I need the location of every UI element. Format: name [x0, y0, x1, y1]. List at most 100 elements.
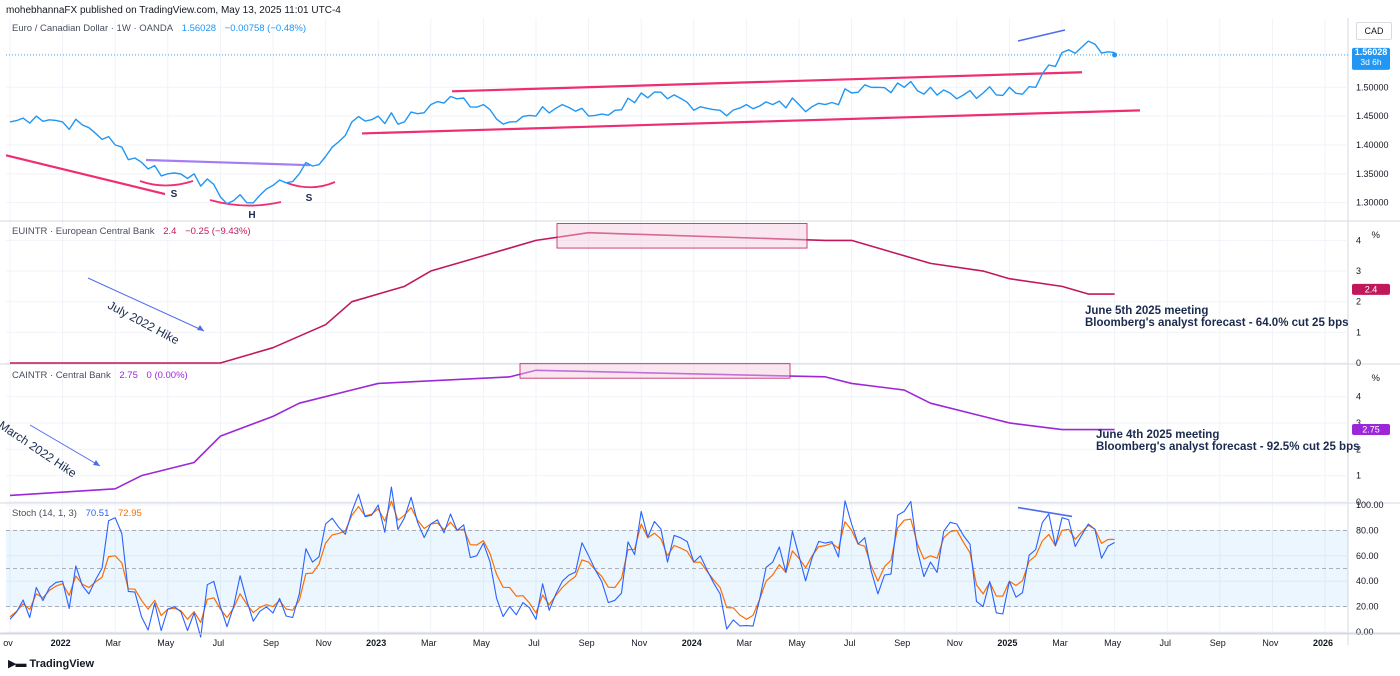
price-series-line	[9, 40, 1115, 205]
axis-tick-label: 2	[1356, 297, 1361, 307]
ecb-legend: EUINTR · European Central Bank 2.4 −0.25…	[12, 226, 257, 237]
downtrend-line	[5, 154, 166, 196]
pattern-label: S	[171, 189, 178, 200]
ecb-meeting-title: June 5th 2025 meeting	[1085, 305, 1209, 317]
axis-tick-label: 1.35000	[1356, 169, 1389, 179]
boc-tag	[1352, 424, 1390, 436]
ecb-hike-arrow	[87, 277, 205, 332]
stoch-band	[6, 530, 1348, 607]
axis-tick-label: 60.00	[1356, 551, 1379, 561]
time-axis-label: Sep	[1210, 638, 1226, 648]
publisher-line: mohebhannaFX published on TradingView.co…	[6, 5, 341, 16]
time-axis-label: 2025	[997, 638, 1017, 648]
time-axis-label: Nov	[316, 638, 333, 648]
pattern-label: H	[248, 210, 255, 221]
boc-legend: CAINTR · Central Bank 2.75 0 (0.00%)	[12, 370, 194, 381]
time-axis-label: May	[473, 638, 491, 648]
axis-tick-label: 1.30000	[1356, 198, 1389, 208]
price-tag-bg	[1352, 47, 1390, 70]
stoch-k-value: 70.51	[85, 508, 110, 519]
axis-tick-label: 1	[1356, 471, 1361, 481]
boc-unit: %	[1371, 373, 1380, 384]
stoch-d-value: 72.95	[118, 508, 142, 519]
time-axis-label: May	[1104, 638, 1122, 648]
time-axis-label: 2024	[682, 638, 702, 648]
boc-hike-arrow	[29, 424, 101, 467]
axis-tick-label: 100.00	[1356, 500, 1384, 510]
channel-upper-line	[451, 71, 1083, 93]
boc-meeting-title: June 4th 2025 meeting	[1096, 429, 1220, 441]
boc-meeting-annotation: June 4th 2025 meeting Bloomberg's analys…	[1096, 429, 1360, 453]
time-axis-label: Jul	[844, 638, 856, 648]
currency-button[interactable]: CAD	[1356, 22, 1392, 40]
boc-hike-arrowhead	[93, 460, 100, 466]
time-axis-label: May	[157, 638, 175, 648]
price-symbol: Euro / Canadian Dollar · 1W · OANDA	[12, 23, 174, 34]
time-axis-label: Nov	[947, 638, 964, 648]
ecb-last: 2.4	[163, 226, 177, 237]
boc-tag-value: 2.75	[1362, 425, 1380, 435]
time-axis-label: Nov	[1262, 638, 1279, 648]
axis-tick-label: 20.00	[1356, 602, 1379, 612]
tradingview-brand: ▶▬ TradingView	[8, 657, 94, 670]
axis-tick-label: 0	[1356, 497, 1361, 507]
divergence-line-stoch	[1017, 506, 1073, 518]
stoch-legend: Stoch (14, 1, 3) 70.51 72.95	[12, 508, 148, 519]
time-axis-label: Nov	[631, 638, 648, 648]
time-axis-label: Mar	[421, 638, 437, 648]
price-legend: Euro / Canadian Dollar · 1W · OANDA 1.56…	[12, 23, 312, 34]
time-axis-label: May	[788, 638, 806, 648]
ecb-hike-arrowhead	[197, 325, 204, 331]
axis-tick-label: 0.00	[1356, 627, 1374, 637]
boc-last: 2.75	[119, 370, 138, 381]
stoch-label: Stoch (14, 1, 3)	[12, 508, 77, 519]
axis-tick-label: 80.00	[1356, 525, 1379, 535]
time-axis-label: 2026	[1313, 638, 1333, 648]
axis-tick-label: 4	[1356, 235, 1361, 245]
ecb-meeting-forecast: Bloomberg's analyst forecast - 64.0% cut…	[1085, 317, 1349, 329]
channel-lower-line	[361, 109, 1141, 135]
boc-change: 0 (0.00%)	[146, 370, 188, 381]
price-change: −0.00758 (−0.48%)	[224, 23, 306, 34]
price-last-point	[1112, 52, 1118, 58]
axis-tick-label: 1.45000	[1356, 111, 1389, 121]
price-tag-countdown: 3d 6h	[1360, 57, 1382, 67]
time-axis-label: 2023	[366, 638, 386, 648]
time-axis-label: Sep	[263, 638, 279, 648]
price-tag-value: 1.56028	[1355, 47, 1388, 57]
axis-tick-label: 40.00	[1356, 576, 1379, 586]
stoch-k-line	[9, 486, 1115, 638]
time-axis-label: 2022	[51, 638, 71, 648]
boc-symbol: CAINTR · Central Bank	[12, 370, 111, 381]
price-last: 1.56028	[181, 23, 217, 34]
divergence-line-price	[1017, 29, 1066, 42]
axis-tick-label: 3	[1356, 418, 1361, 428]
ecb-plateau-box	[556, 223, 808, 249]
time-axis-label: Sep	[894, 638, 910, 648]
ecb-tag-value: 2.4	[1365, 284, 1378, 294]
time-axis-label: Jul	[528, 638, 540, 648]
brand-name: TradingView	[29, 658, 95, 670]
time-axis-label: Mar	[1052, 638, 1068, 648]
boc-tag-bg	[1352, 424, 1390, 436]
ecb-symbol: EUINTR · European Central Bank	[12, 226, 155, 237]
axis-tick-label: 3	[1356, 266, 1361, 276]
time-axis-label: Jul	[1159, 638, 1171, 648]
boc-rate-line	[9, 369, 1115, 497]
ecb-unit: %	[1371, 230, 1380, 241]
ecb-change: −0.25 (−9.43%)	[185, 226, 251, 237]
shoulder-left-arc	[139, 180, 194, 187]
axis-tick-label: 1.40000	[1356, 140, 1389, 150]
axis-tick-label: 1	[1356, 327, 1361, 337]
shoulder-right-arc	[286, 181, 336, 189]
boc-plateau-box	[519, 363, 791, 379]
time-axis-label: Mar	[737, 638, 753, 648]
price-tag	[1352, 47, 1390, 70]
stoch-d-line	[9, 500, 1115, 624]
tradingview-logo-icon: ▶▬	[8, 658, 26, 670]
ecb-tag	[1352, 283, 1390, 295]
time-axis-label: Sep	[579, 638, 595, 648]
ecb-rate-line	[10, 231, 1115, 364]
boc-meeting-forecast: Bloomberg's analyst forecast - 92.5% cut…	[1096, 441, 1360, 453]
